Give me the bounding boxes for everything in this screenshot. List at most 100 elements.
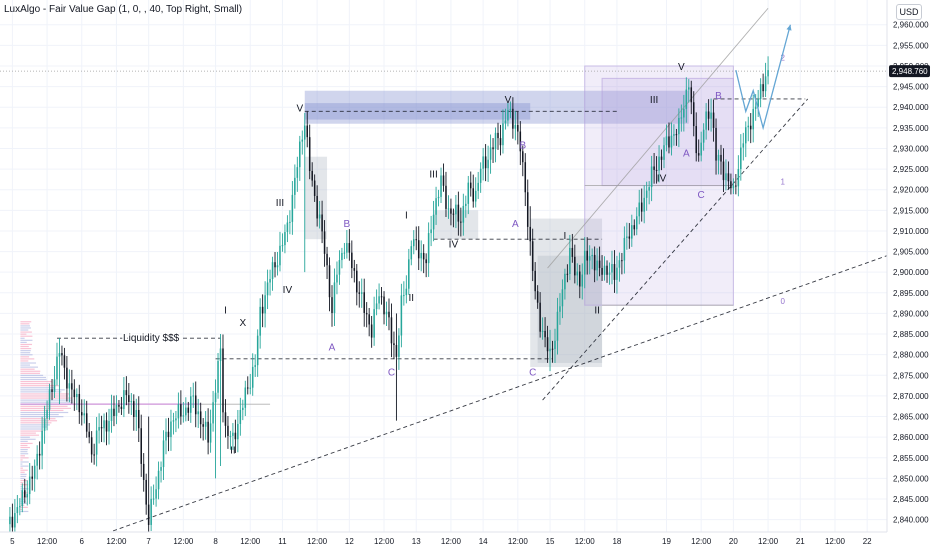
volume-profile-bar bbox=[20, 430, 43, 432]
candle-body bbox=[591, 254, 593, 257]
volume-profile-bar bbox=[20, 399, 73, 401]
candle-body bbox=[467, 182, 470, 204]
candle-body bbox=[271, 262, 274, 279]
candle-body bbox=[301, 139, 304, 142]
candle-body bbox=[140, 428, 142, 464]
candle-body bbox=[720, 154, 722, 162]
candle-body bbox=[524, 162, 527, 193]
candle-body bbox=[328, 265, 331, 298]
volume-profile-bar bbox=[20, 475, 27, 478]
current-price-label: 2,948.760 bbox=[892, 67, 928, 76]
candle-body bbox=[204, 421, 207, 427]
candle-body bbox=[455, 204, 457, 215]
candle-body bbox=[638, 202, 641, 217]
time-tick-label: 19 bbox=[662, 537, 671, 546]
price-tick-label: 2,920.000 bbox=[893, 186, 929, 195]
candle-body bbox=[356, 270, 358, 293]
volume-profile-bar bbox=[20, 409, 64, 412]
candle-body bbox=[564, 273, 566, 290]
candle-body bbox=[447, 208, 450, 210]
time-tick-label: 7 bbox=[146, 537, 151, 546]
candle-body bbox=[78, 393, 81, 413]
candle-body bbox=[165, 431, 167, 441]
candle-body bbox=[303, 125, 306, 140]
wave-label: B bbox=[715, 91, 722, 102]
volume-profile-bar bbox=[20, 463, 23, 465]
candle-body bbox=[640, 202, 643, 212]
volume-profile-bar bbox=[20, 374, 44, 376]
candle-body bbox=[635, 216, 638, 230]
candle-body bbox=[697, 153, 700, 156]
time-tick-label: 12:00 bbox=[758, 537, 779, 546]
wave-label: A bbox=[683, 149, 690, 160]
candle-body bbox=[61, 353, 63, 356]
wave-label: IV bbox=[449, 239, 459, 250]
volume-profile-bar bbox=[20, 440, 28, 442]
price-tick-label: 2,895.000 bbox=[893, 289, 929, 298]
candle-body bbox=[576, 271, 579, 276]
candle-body bbox=[514, 124, 517, 129]
trend-line bbox=[547, 7, 769, 269]
candle-body bbox=[115, 405, 118, 416]
time-tick-label: 14 bbox=[479, 537, 488, 546]
candle-body bbox=[26, 494, 29, 498]
candle-body bbox=[569, 247, 571, 274]
candle-body bbox=[482, 156, 484, 169]
time-tick-label: 21 bbox=[796, 537, 805, 546]
volume-profile-bar bbox=[20, 358, 35, 360]
candle-body bbox=[348, 243, 351, 253]
candle-body bbox=[43, 418, 46, 431]
candle-body bbox=[665, 136, 668, 146]
candle-body bbox=[264, 295, 266, 314]
currency-button[interactable]: USD bbox=[896, 4, 922, 20]
wave-label: V bbox=[505, 95, 512, 106]
volume-profile-bar bbox=[20, 500, 27, 502]
candle-body bbox=[509, 108, 512, 111]
candle-body bbox=[259, 306, 261, 336]
candle-body bbox=[566, 273, 569, 275]
candle-body bbox=[80, 412, 83, 416]
candle-body bbox=[675, 134, 678, 136]
time-axis[interactable]: 5 12:00 6 12:00 7 12:00 8 12:00 11 12:00 12 12:00 13… bbox=[0, 531, 932, 550]
volume-profile-bar bbox=[20, 380, 53, 383]
price-tick-label: 2,900.000 bbox=[893, 268, 929, 277]
arrow-head bbox=[786, 24, 792, 31]
volume-profile-bar bbox=[20, 389, 65, 391]
candle-body bbox=[507, 110, 509, 121]
candle-body bbox=[680, 117, 683, 119]
candle-body bbox=[368, 314, 370, 325]
candle-body bbox=[281, 245, 284, 247]
candle-body bbox=[422, 252, 425, 260]
price-tick-label: 2,910.000 bbox=[893, 227, 929, 236]
candle-body bbox=[33, 465, 36, 479]
fib-label: 0 bbox=[780, 297, 785, 306]
time-tick-label: 12:00 bbox=[37, 537, 58, 546]
candle-body bbox=[764, 76, 767, 92]
candle-body bbox=[462, 205, 465, 223]
candle-body bbox=[749, 125, 752, 130]
candle-body bbox=[162, 440, 165, 468]
candle-body bbox=[58, 353, 61, 357]
candle-body bbox=[227, 425, 229, 436]
volume-profile-bar bbox=[20, 442, 33, 445]
volume-profile-bar bbox=[20, 426, 48, 428]
price-axis[interactable]: 2,840.000 2,845.000 2,850.000 2,855.000 2,86… bbox=[886, 0, 932, 550]
candle-body bbox=[692, 102, 695, 127]
candle-body bbox=[318, 214, 321, 219]
wave-label: C bbox=[388, 367, 395, 378]
candle-body bbox=[237, 423, 239, 440]
candle-body bbox=[541, 330, 544, 332]
candle-body bbox=[581, 274, 584, 287]
volume-profile-bar bbox=[20, 352, 31, 354]
candle-body bbox=[98, 427, 100, 431]
candle-body bbox=[41, 430, 43, 456]
candle-body bbox=[53, 379, 56, 392]
candle-body bbox=[110, 408, 113, 421]
candle-body bbox=[232, 432, 234, 436]
candle-body bbox=[130, 401, 133, 403]
candle-body bbox=[256, 335, 259, 366]
candle-body bbox=[321, 214, 323, 232]
candle-body bbox=[222, 348, 224, 413]
candle-body bbox=[182, 415, 185, 417]
